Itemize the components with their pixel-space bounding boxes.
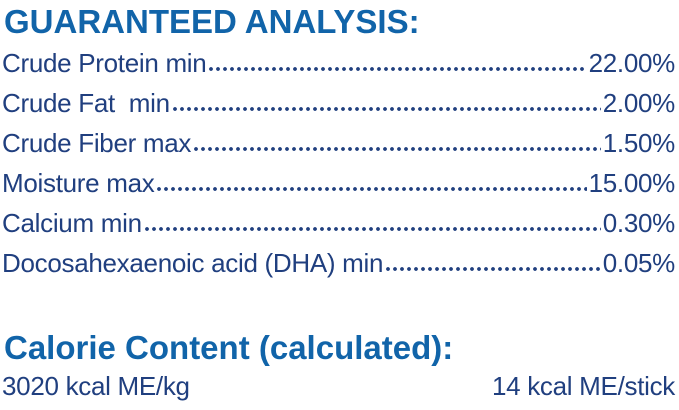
calorie-content-title: Calorie Content (calculated): xyxy=(4,329,454,366)
nutrient-label: Crude Fiber max xyxy=(2,128,192,158)
nutrient-label: Calcium min xyxy=(2,208,142,238)
analysis-table: Crude Protein min 22.00% Crude Fat min 2… xyxy=(2,43,675,283)
dot-leader xyxy=(156,186,587,192)
dot-leader xyxy=(208,66,587,72)
analysis-row-calcium: Calcium min 0.30% xyxy=(2,203,675,243)
nutrient-value: 2.00% xyxy=(602,88,676,118)
calorie-values-row: 3020 kcal ME/kg 14 kcal ME/stick xyxy=(2,368,675,404)
calorie-per-kg: 3020 kcal ME/kg xyxy=(2,371,190,401)
analysis-row-moisture: Moisture max 15.00% xyxy=(2,163,675,203)
dot-leader xyxy=(193,146,601,152)
analysis-row-crude-fat: Crude Fat min 2.00% xyxy=(2,83,675,123)
nutrient-value: 22.00% xyxy=(588,48,676,78)
guaranteed-analysis-title: GUARANTEED ANALYSIS: xyxy=(4,3,420,40)
nutrient-label: Crude Protein min xyxy=(2,48,207,78)
nutrient-label: Moisture max xyxy=(2,168,155,198)
nutrient-value: 1.50% xyxy=(602,128,676,158)
nutrient-label: Crude Fat min xyxy=(2,88,170,118)
nutrient-value: 15.00% xyxy=(588,168,676,198)
analysis-row-crude-protein: Crude Protein min 22.00% xyxy=(2,43,675,83)
dot-leader xyxy=(385,266,601,272)
analysis-row-crude-fiber: Crude Fiber max 1.50% xyxy=(2,123,675,163)
dot-leader xyxy=(143,226,601,232)
dot-leader xyxy=(171,106,601,112)
calorie-per-stick: 14 kcal ME/stick xyxy=(491,371,675,401)
analysis-row-dha: Docosahexaenoic acid (DHA) min 0.05% xyxy=(2,243,675,283)
nutrient-label: Docosahexaenoic acid (DHA) min xyxy=(2,248,384,278)
nutrient-value: 0.05% xyxy=(602,248,676,278)
nutrient-value: 0.30% xyxy=(602,208,676,238)
